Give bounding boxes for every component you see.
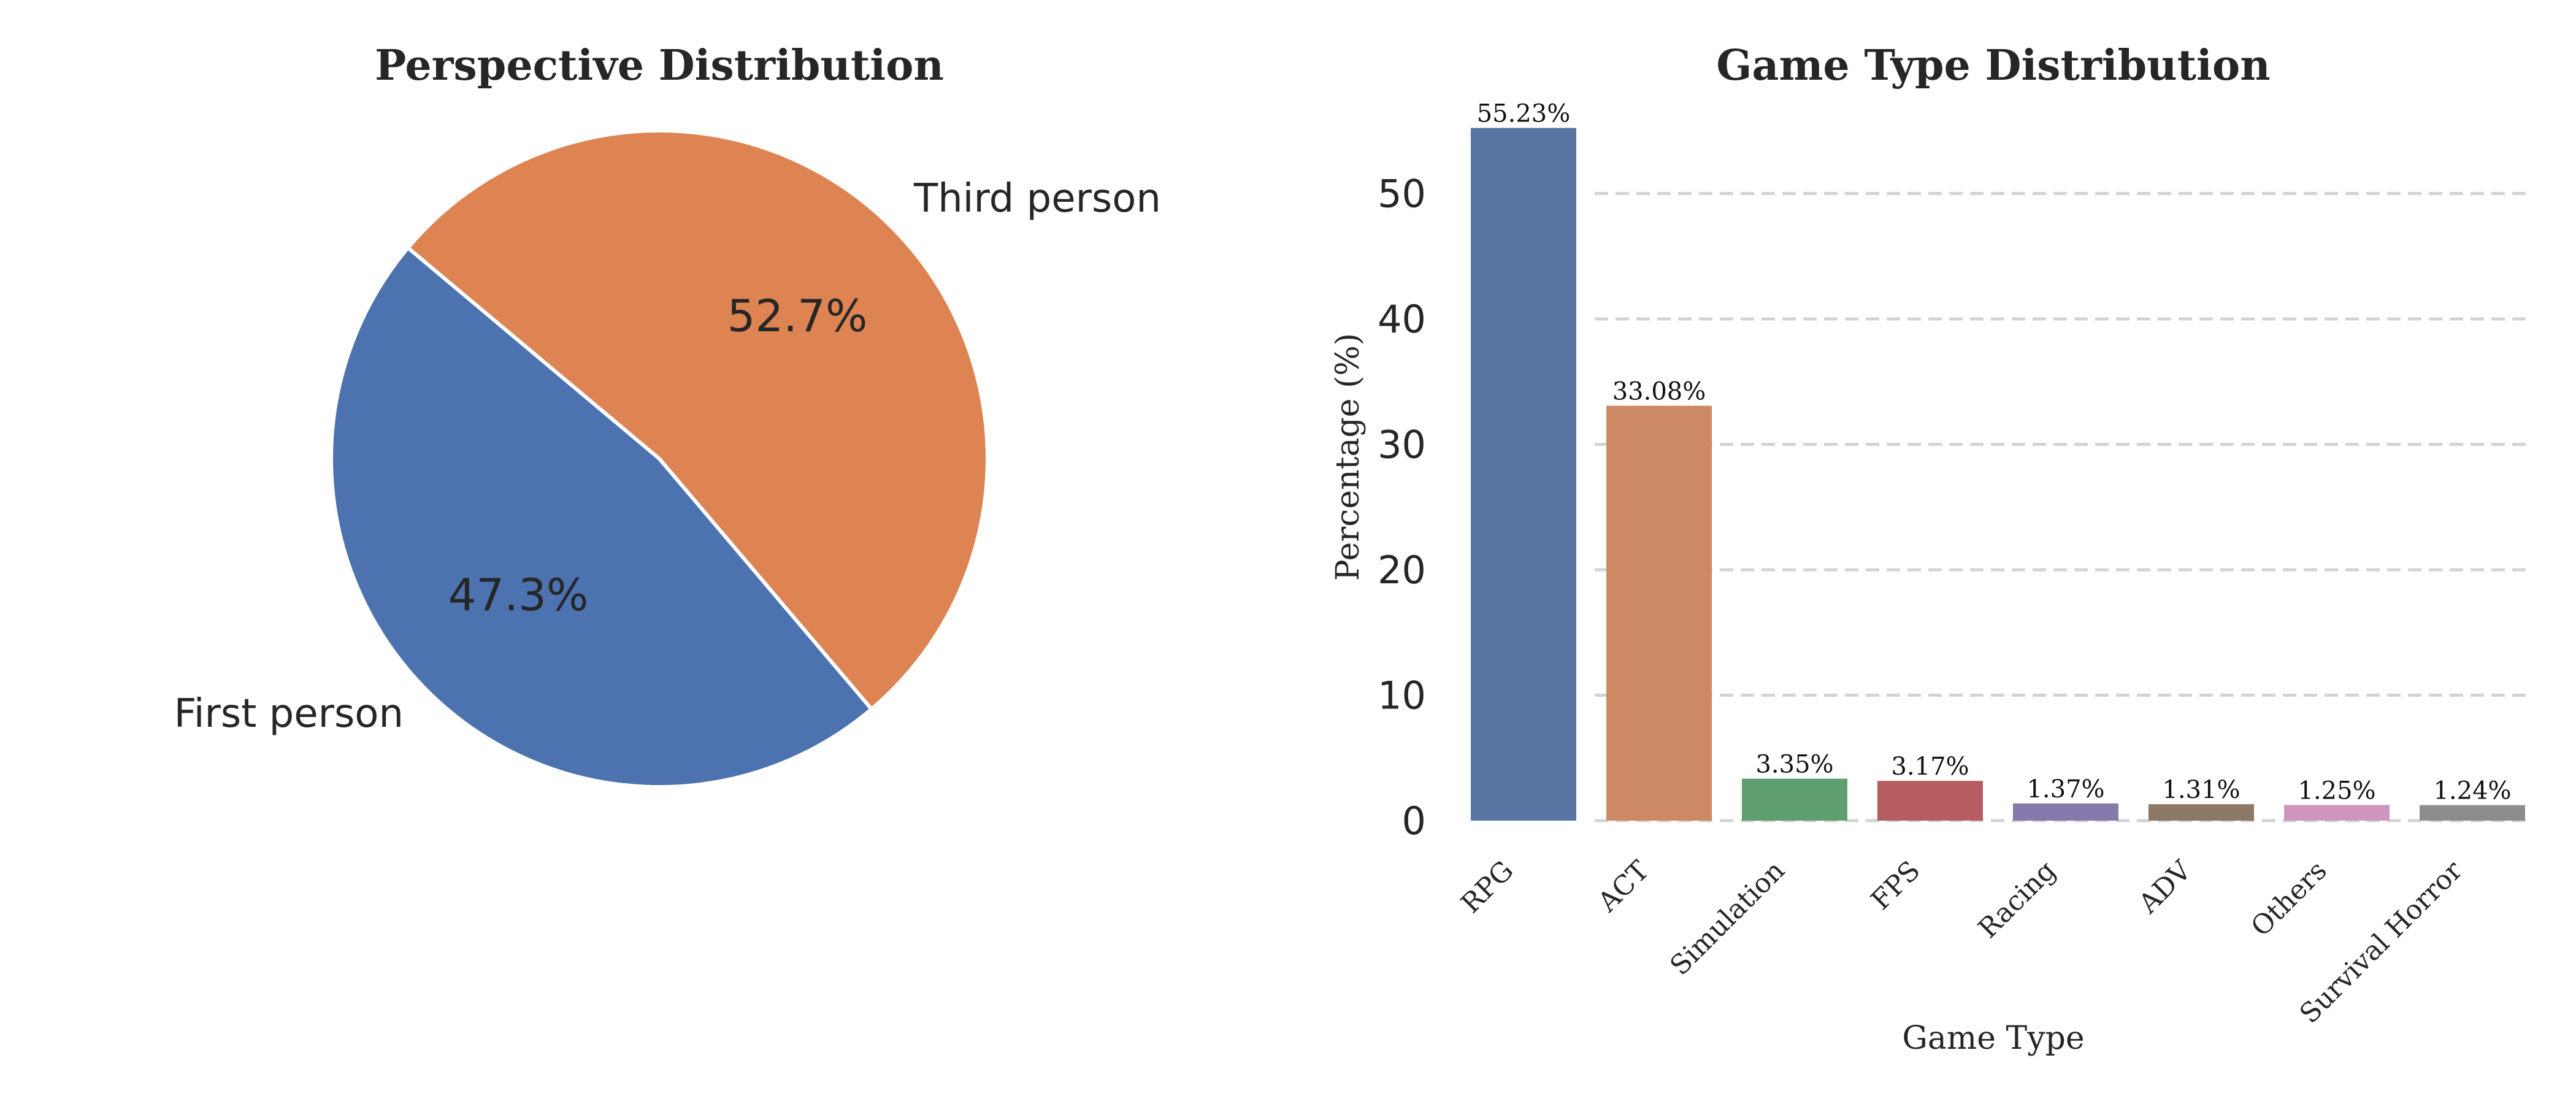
bar-act: [1606, 405, 1712, 821]
bar-x-ticks: RPG ACT Simulation FPS Racing ADV OthersSurviv…: [1455, 854, 2469, 1030]
pie-slice-third-person: [406, 129, 989, 711]
bar-survival-horror: [2420, 805, 2525, 821]
bar-y-tick-label: 30: [1378, 423, 1426, 467]
bar-y-tick-label: 0: [1402, 799, 1426, 843]
bar-y-tick-label: 10: [1378, 673, 1426, 718]
bar-value-label-fps: 3.17%: [1891, 753, 1969, 781]
bar-value-label-rpg: 55.23%: [1477, 100, 1571, 128]
bar-x-tick-label-racing: Racing: [1972, 855, 2062, 945]
pie-slice-first-person: [329, 246, 873, 789]
pie-slices: [329, 129, 989, 789]
bar-simulation: [1742, 778, 1847, 821]
bar-gridlines: [1595, 192, 2533, 822]
bar-x-tick-label-adv: ADV: [2133, 854, 2198, 920]
bar-adv: [2149, 804, 2254, 821]
bar-y-axis-label: Percentage (%): [1330, 333, 1367, 581]
bar-title: Game Type Distribution: [1716, 41, 2270, 90]
bar-others: [2284, 805, 2390, 821]
bar-value-label-adv: 1.31%: [2162, 776, 2240, 804]
bar-value-label-racing: 1.37%: [2026, 775, 2104, 803]
bar-value-label-simulation: 3.35%: [1755, 750, 1833, 778]
bar-y-tick-label: 20: [1378, 548, 1426, 592]
bar-bars: [1471, 128, 2525, 821]
bar-value-label-survival-horror: 1.24%: [2433, 777, 2511, 805]
bar-racing: [2013, 803, 2118, 821]
bar-value-labels: 55.23% 33.08% 3.35% 3.17% 1.37% 1.31% 1.25% 1.2…: [1477, 100, 2512, 805]
bar-x-tick-label-fps: FPS: [1865, 855, 1926, 916]
bar-x-tick-label-rpg: RPG: [1455, 855, 1519, 919]
pie-pct-third-person: 52.7%: [727, 290, 868, 342]
bar-y-tick-label: 50: [1378, 172, 1426, 217]
bar-x-tick-label-simulation: Simulation: [1664, 855, 1791, 982]
pie-pct-first-person: 47.3%: [448, 569, 589, 621]
pie-chart: Perspective Distribution Third person Fi…: [174, 41, 1161, 789]
bar-x-axis-label: Game Type: [1902, 1020, 2084, 1057]
bar-fps: [1877, 781, 1983, 821]
pie-title: Perspective Distribution: [375, 41, 944, 90]
bar-rpg: [1471, 128, 1576, 821]
bar-y-ticks: 0 10 20 30 40 50: [1378, 172, 1426, 844]
bar-value-label-act: 33.08%: [1612, 378, 1706, 406]
bar-chart: Game Type Distribution 0 10 20 30 40 50 55.23…: [1330, 41, 2533, 1057]
bar-y-tick-label: 40: [1378, 297, 1426, 342]
bar-value-label-others: 1.25%: [2298, 776, 2375, 805]
bar-x-tick-label-act: ACT: [1592, 855, 1655, 919]
pie-label-first-person: First person: [174, 691, 404, 737]
pie-label-third-person: Third person: [913, 176, 1161, 221]
bar-x-tick-label-others: Others: [2245, 855, 2333, 943]
